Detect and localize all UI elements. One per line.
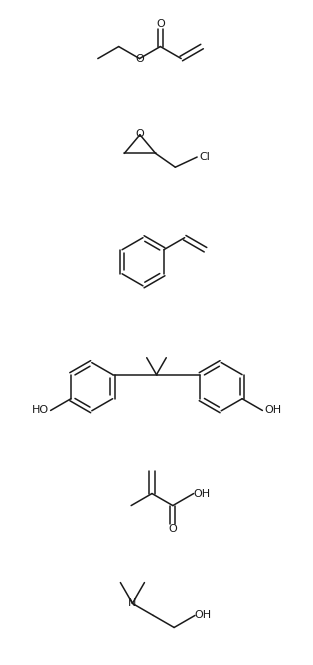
Text: Cl: Cl	[199, 152, 210, 162]
Text: O: O	[136, 129, 144, 139]
Text: N: N	[128, 598, 136, 608]
Text: HO: HO	[32, 406, 49, 416]
Text: OH: OH	[264, 406, 281, 416]
Text: O: O	[135, 54, 144, 64]
Text: OH: OH	[193, 489, 210, 499]
Text: O: O	[168, 524, 177, 534]
Text: O: O	[156, 19, 165, 29]
Text: OH: OH	[195, 610, 212, 620]
